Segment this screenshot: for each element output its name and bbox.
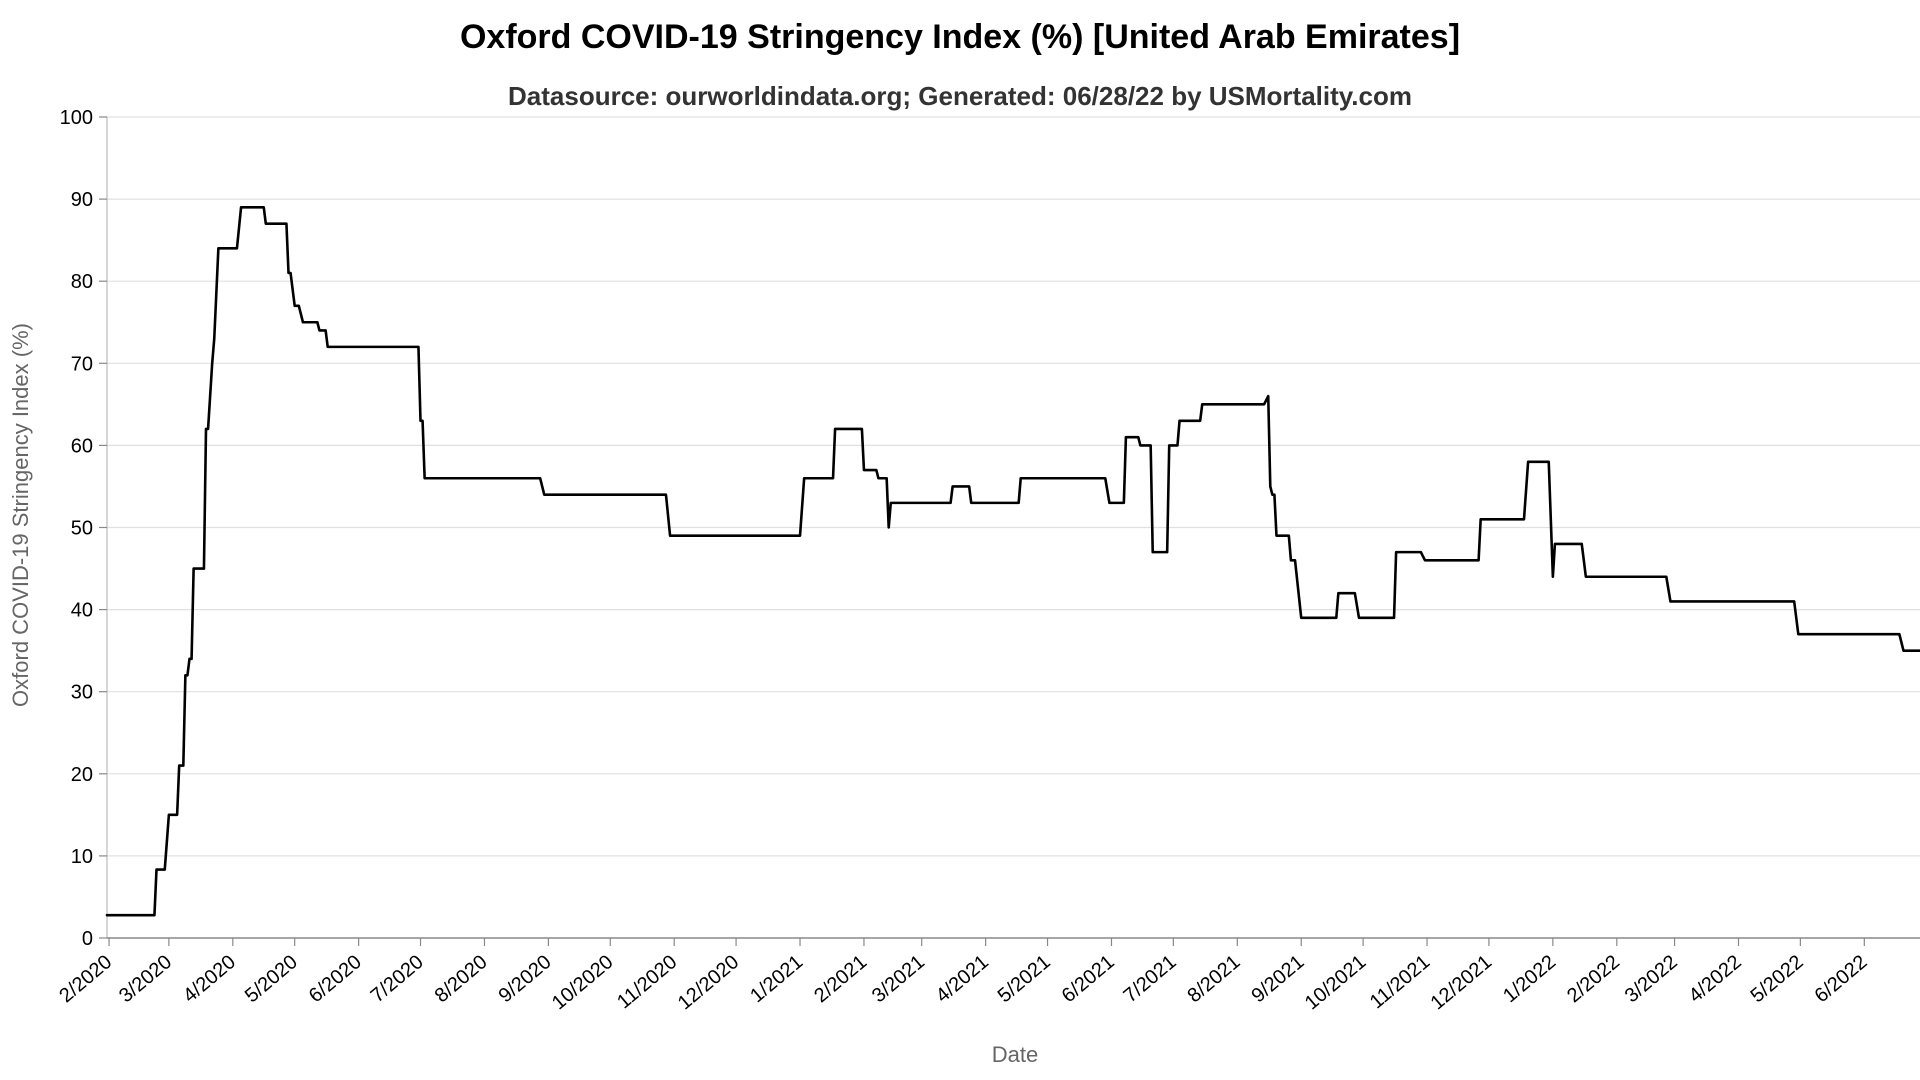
x-tick-label: 4/2020 (179, 951, 240, 1007)
x-tick-label: 4/2022 (1685, 951, 1746, 1007)
gridlines (107, 116, 1920, 857)
x-tick-label: 3/2022 (1621, 951, 1682, 1007)
x-tick-label: 5/2021 (994, 951, 1055, 1007)
x-tick-label: 8/2020 (431, 951, 492, 1007)
chart-subtitle: Datasource: ourworldindata.org; Generate… (508, 81, 1412, 111)
y-tick-label: 60 (71, 435, 93, 457)
x-tick-label: 9/2020 (495, 951, 556, 1007)
series-layer (105, 206, 1920, 917)
x-tick-label: 6/2020 (305, 951, 366, 1007)
y-tick-label: 30 (71, 682, 93, 704)
y-tick-label: 100 (60, 107, 93, 129)
x-tick-label: 3/2020 (115, 951, 176, 1007)
x-tick-label: 11/2021 (1366, 951, 1434, 1013)
y-tick-label: 50 (71, 518, 93, 540)
x-tick-label: 12/2020 (674, 951, 744, 1014)
y-tick-label: 40 (71, 600, 93, 622)
x-tick-label: 6/2022 (1811, 951, 1872, 1007)
y-tick-label: 80 (71, 271, 93, 293)
x-tick-label: 5/2020 (241, 951, 302, 1007)
x-tick-label: 10/2021 (1301, 951, 1371, 1014)
y-axis-label: Oxford COVID-19 Stringency Index (%) (8, 323, 33, 707)
y-tick-label: 0 (82, 928, 93, 950)
y-tick-label: 70 (71, 353, 93, 375)
y-tick-label: 20 (71, 764, 93, 786)
x-tick-label: 12/2021 (1427, 951, 1497, 1014)
x-tick-label: 1/2022 (1499, 951, 1560, 1007)
y-tick-label: 90 (71, 189, 93, 211)
x-tick-label: 7/2020 (367, 951, 428, 1007)
x-tick-label: 2/2022 (1563, 951, 1624, 1007)
x-tick-label: 3/2021 (868, 951, 929, 1007)
x-tick-label: 7/2021 (1120, 951, 1181, 1007)
y-tick-label: 10 (71, 846, 93, 868)
x-tick-label: 10/2020 (548, 951, 618, 1014)
x-axis-label: Date (992, 1042, 1038, 1067)
x-tick-label: 4/2021 (932, 951, 993, 1007)
series-line-stringency-index (105, 206, 1920, 917)
chart-title: Oxford COVID-19 Stringency Index (%) [Un… (460, 18, 1460, 56)
x-tick-label: 9/2021 (1247, 951, 1308, 1007)
x-tick-label: 11/2020 (613, 951, 681, 1013)
x-tick-label: 2/2021 (810, 951, 871, 1007)
x-tick-label: 8/2021 (1184, 951, 1245, 1007)
x-tick-label: 1/2021 (746, 951, 807, 1007)
x-tick-label: 2/2020 (55, 951, 116, 1007)
y-axis-ticks: 0 10 20 30 40 50 60 70 80 90 100 (60, 107, 107, 950)
x-tick-label: 5/2022 (1747, 951, 1808, 1007)
x-tick-label: 6/2021 (1058, 951, 1119, 1007)
